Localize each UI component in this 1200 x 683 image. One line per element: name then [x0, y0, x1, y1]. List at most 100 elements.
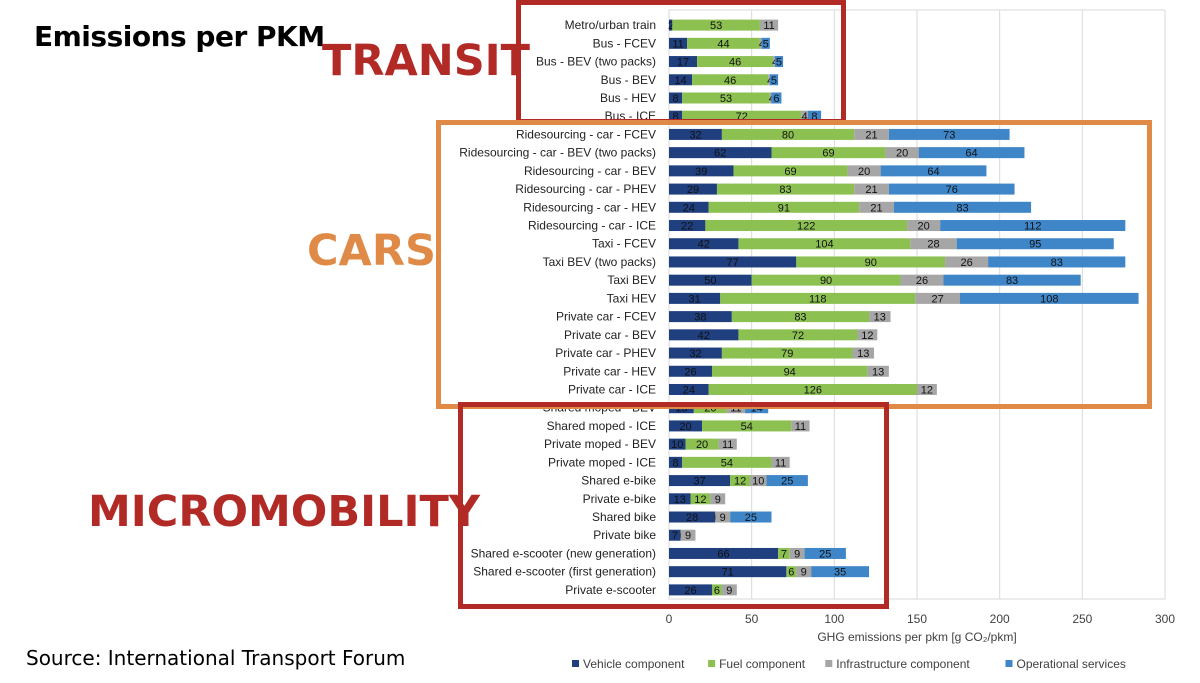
data-label: 66 — [717, 548, 729, 560]
x-tick-label: 300 — [1155, 612, 1175, 626]
data-label: 6 — [773, 93, 779, 105]
data-label: 12 — [734, 476, 746, 488]
category-label: Metro/urban train — [565, 18, 656, 32]
bar-segment — [710, 493, 726, 505]
bar-segment — [811, 566, 870, 578]
data-label: 13 — [874, 312, 886, 324]
transit-group-label: TRANSIT — [322, 36, 531, 86]
bar-segment — [669, 165, 734, 177]
data-label: 21 — [865, 129, 877, 141]
data-label: 22 — [681, 221, 693, 233]
legend-label: Fuel component — [719, 657, 806, 671]
data-label: 20 — [679, 421, 691, 433]
bar-segment — [774, 56, 784, 68]
category-label: Private e-bike — [583, 492, 657, 506]
data-label: 79 — [781, 348, 793, 360]
bar-segment — [669, 19, 673, 31]
x-tick-label: 150 — [907, 612, 927, 626]
category-label: Ridesourcing - car - ICE — [528, 219, 656, 233]
category-label: Ridesourcing - car - FCEV — [516, 127, 656, 141]
bar-segment — [669, 238, 739, 250]
category-label: Shared bike — [592, 510, 656, 524]
bar-segment — [959, 292, 1139, 304]
bar-segment — [791, 420, 810, 432]
data-label: 17 — [677, 57, 689, 69]
bar-segment — [731, 311, 870, 323]
bar-segment — [669, 493, 691, 505]
category-label: Private bike — [593, 528, 656, 542]
bar-segment — [956, 238, 1114, 250]
bar-segment — [771, 147, 886, 159]
x-tick-label: 50 — [745, 612, 759, 626]
bar-segment — [867, 365, 889, 377]
bar-segment — [854, 128, 889, 140]
data-label: 11 — [763, 20, 774, 32]
bar-segment — [682, 456, 772, 468]
data-label: 69 — [784, 166, 796, 178]
bar-segment — [771, 456, 790, 468]
x-tick-label: 200 — [990, 612, 1010, 626]
category-label: Private car - HEV — [563, 364, 656, 378]
bar-segment — [907, 220, 941, 232]
data-label: 14 — [674, 75, 686, 87]
category-label: Private e-scooter — [565, 583, 656, 597]
data-label: 6 — [788, 567, 794, 579]
bar-segment — [885, 147, 919, 159]
data-label: 76 — [946, 184, 958, 196]
bar-segment — [720, 292, 916, 304]
x-tick-label: 250 — [1072, 612, 1092, 626]
source-caption: Source: International Transport Forum — [26, 646, 406, 670]
bar-segment — [888, 183, 1015, 195]
data-label: 42 — [698, 239, 710, 251]
category-label: Ridesourcing - car - BEV — [524, 164, 656, 178]
bar-segment — [669, 256, 797, 268]
data-label: 83 — [1006, 275, 1018, 287]
page-title: Emissions per PKM — [34, 20, 325, 53]
data-label: 32 — [689, 129, 701, 141]
bar-segment — [682, 92, 770, 104]
category-label: Bus - HEV — [600, 91, 656, 105]
data-label: 29 — [687, 184, 699, 196]
data-label: 28 — [686, 512, 698, 524]
category-label: Bus - BEV — [601, 73, 656, 87]
bar-segment — [711, 584, 722, 596]
bar-segment — [669, 438, 686, 450]
data-label: 9 — [715, 494, 721, 506]
category-label: Ridesourcing - car - PHEV — [515, 182, 656, 196]
bar-segment — [880, 165, 987, 177]
bar-segment — [854, 183, 889, 195]
bar-segment — [786, 566, 797, 578]
bar-segment — [716, 183, 855, 195]
data-label: 73 — [943, 129, 955, 141]
data-label: 25 — [745, 512, 757, 524]
bar-segment — [687, 37, 760, 49]
bar-segment — [893, 201, 1032, 213]
bar-segment — [721, 584, 737, 596]
legend-label: Infrastructure component — [836, 657, 970, 671]
bar-segment — [801, 110, 808, 122]
category-label: Private car - BEV — [564, 328, 656, 342]
bar-segment — [669, 220, 706, 232]
data-label: 25 — [781, 476, 793, 488]
data-label: 122 — [797, 221, 815, 233]
bar-segment — [669, 292, 721, 304]
x-tick-label: 100 — [824, 612, 844, 626]
data-label: 50 — [704, 275, 716, 287]
data-label: 8 — [673, 93, 679, 105]
category-label: Private car - ICE — [568, 382, 656, 396]
data-label: 24 — [683, 384, 695, 396]
data-label: 80 — [782, 129, 794, 141]
data-label: 2 — [668, 20, 674, 32]
data-label: 90 — [820, 275, 832, 287]
data-label: 90 — [865, 257, 877, 269]
data-label: 9 — [720, 512, 726, 524]
bar-segment — [669, 383, 709, 395]
data-label: 26 — [684, 366, 696, 378]
data-label: 12 — [921, 384, 933, 396]
data-label: 5 — [771, 75, 777, 87]
data-label: 5 — [776, 57, 782, 69]
bar-segment — [771, 92, 782, 104]
bar-segment — [738, 238, 911, 250]
bar-segment — [733, 165, 848, 177]
